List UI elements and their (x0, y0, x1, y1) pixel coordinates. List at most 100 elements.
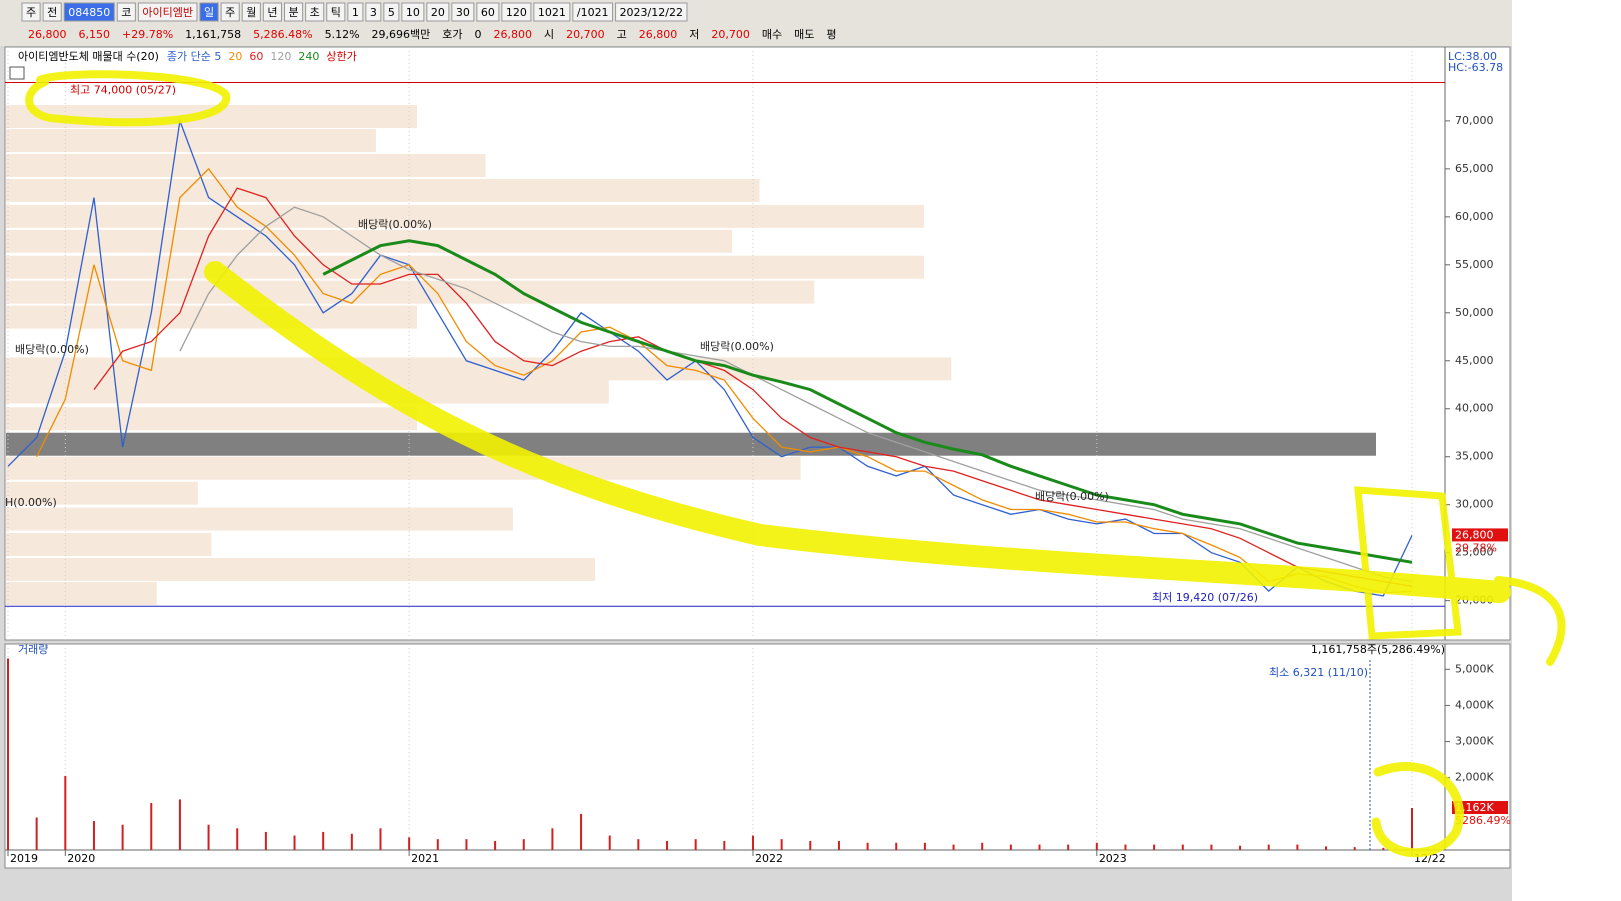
dividend-label: 배당락(0.00%) (1035, 490, 1109, 503)
toolbar-button[interactable] (426, 2, 450, 22)
volume-profile-bar (6, 407, 417, 431)
volume-bar (236, 828, 239, 850)
lc-label: LC:38.00 (1448, 50, 1497, 63)
highlight (1354, 486, 1462, 640)
x-tick-label: 2021 (411, 852, 439, 865)
toolbar-button[interactable] (21, 2, 41, 22)
x-tick-label: 2022 (755, 852, 783, 865)
volume-bar (1411, 808, 1413, 850)
volume-bar (465, 839, 468, 850)
toolbar-button[interactable] (116, 2, 136, 22)
volume-bar (64, 775, 67, 850)
volume-profile-bar (6, 507, 513, 531)
volume-bar (207, 824, 210, 850)
toolbar-button[interactable] (241, 2, 261, 22)
y-tick-label: 25,000 (1455, 546, 1494, 559)
y-tick-label: 60,000 (1455, 210, 1494, 223)
volume-profile-bar (6, 456, 801, 480)
toolbar-button[interactable] (220, 2, 240, 22)
toolbar-button[interactable] (383, 2, 400, 22)
toolbar-button[interactable] (283, 2, 304, 22)
toolbar-button[interactable] (63, 2, 115, 22)
dividend-label: 배당락(0.00%) (358, 218, 432, 231)
volume-profile-bar (6, 204, 924, 228)
volume-profile-bar (6, 255, 924, 279)
info-text: 호가 (442, 28, 462, 41)
volume-profile-bar (6, 280, 815, 304)
volume-profile-bar (6, 557, 596, 581)
volume-bar (580, 813, 583, 850)
toolbar-button[interactable] (533, 2, 571, 22)
toolbar-button[interactable] (262, 2, 282, 22)
toolbar-button[interactable] (365, 2, 382, 22)
series-line (322, 239, 1413, 564)
y-tick-label: 3,000K (1455, 735, 1494, 748)
y-tick-label: 5,000K (1455, 662, 1494, 675)
volume-change-label: 5286.49% (1455, 814, 1511, 827)
info-text: 26,800 (639, 28, 678, 41)
legend-entry: 60 (249, 50, 263, 63)
volume-bar (1181, 844, 1184, 850)
volume-bar (952, 844, 955, 850)
info-text: 고 (617, 28, 627, 41)
toolbar-text: 초 (310, 6, 320, 19)
x-tick-label: 2020 (67, 852, 95, 865)
volume-bar (1382, 847, 1385, 850)
toolbar-button[interactable] (137, 2, 198, 22)
volume-bar (780, 839, 783, 850)
volume-title: 거래량 (18, 643, 48, 656)
toolbar-button[interactable] (42, 2, 62, 22)
info-text: +29.78% (122, 28, 173, 41)
toolbar-button[interactable] (326, 2, 346, 22)
volume-bar (1067, 844, 1070, 850)
toolbar-button[interactable] (199, 2, 219, 22)
info-text: 1,161,758 (185, 28, 241, 41)
info-text: 6,150 (79, 28, 111, 41)
toolbar-text: 30 (456, 6, 470, 19)
x-tick-label: 2023 (1099, 852, 1127, 865)
y-tick-label: 30,000 (1455, 498, 1494, 511)
series-line (93, 187, 1413, 587)
info-text: 26,800 (494, 28, 533, 41)
volume-bar (436, 839, 439, 850)
volume-profile-bar (6, 581, 157, 605)
volume-bar (723, 840, 726, 850)
legend-entry: 20 (228, 50, 242, 63)
dividend-label: H(0.00%) (5, 496, 57, 509)
toolbar-button[interactable] (615, 2, 688, 22)
highlight (1371, 762, 1464, 858)
volume-bar (1325, 846, 1328, 850)
volume-bar (837, 840, 840, 850)
volume-bar (264, 831, 267, 850)
series-line (179, 206, 1413, 583)
volume-profile-bar (6, 229, 733, 253)
toolbar-button[interactable] (305, 2, 325, 22)
price-box (1452, 528, 1508, 542)
low-label: 최저 19,420 (07/26) (1152, 591, 1258, 604)
volume-box (1452, 801, 1508, 815)
volume-profile-bar (6, 533, 212, 557)
info-text: 매도 (794, 28, 814, 41)
volume-bar (522, 839, 525, 850)
volume-bar (92, 821, 95, 850)
info-text: 5,286.48% (253, 28, 312, 41)
toolbar-button[interactable] (401, 2, 425, 22)
y-tick-label: 2,000K (1455, 771, 1494, 784)
toolbar-button[interactable] (476, 2, 500, 22)
info-text: 5.12% (325, 28, 360, 41)
y-tick-label: 35,000 (1455, 450, 1494, 463)
toolbar-text: 분 (288, 6, 298, 19)
toolbar-button[interactable] (572, 2, 614, 22)
price-box-label: 26,800 (1455, 528, 1494, 541)
toolbar-text: 1021 (538, 6, 566, 19)
x-tick-label: 2019 (10, 852, 38, 865)
toolbar-text: 년 (267, 6, 277, 19)
toolbar-button[interactable] (501, 2, 532, 22)
toolbar-button[interactable] (347, 2, 364, 22)
toolbar-button[interactable] (451, 2, 475, 22)
volume-bar (981, 842, 984, 850)
grid-icon[interactable] (9, 66, 25, 80)
highlight (1494, 576, 1566, 666)
volume-bar (7, 658, 9, 850)
